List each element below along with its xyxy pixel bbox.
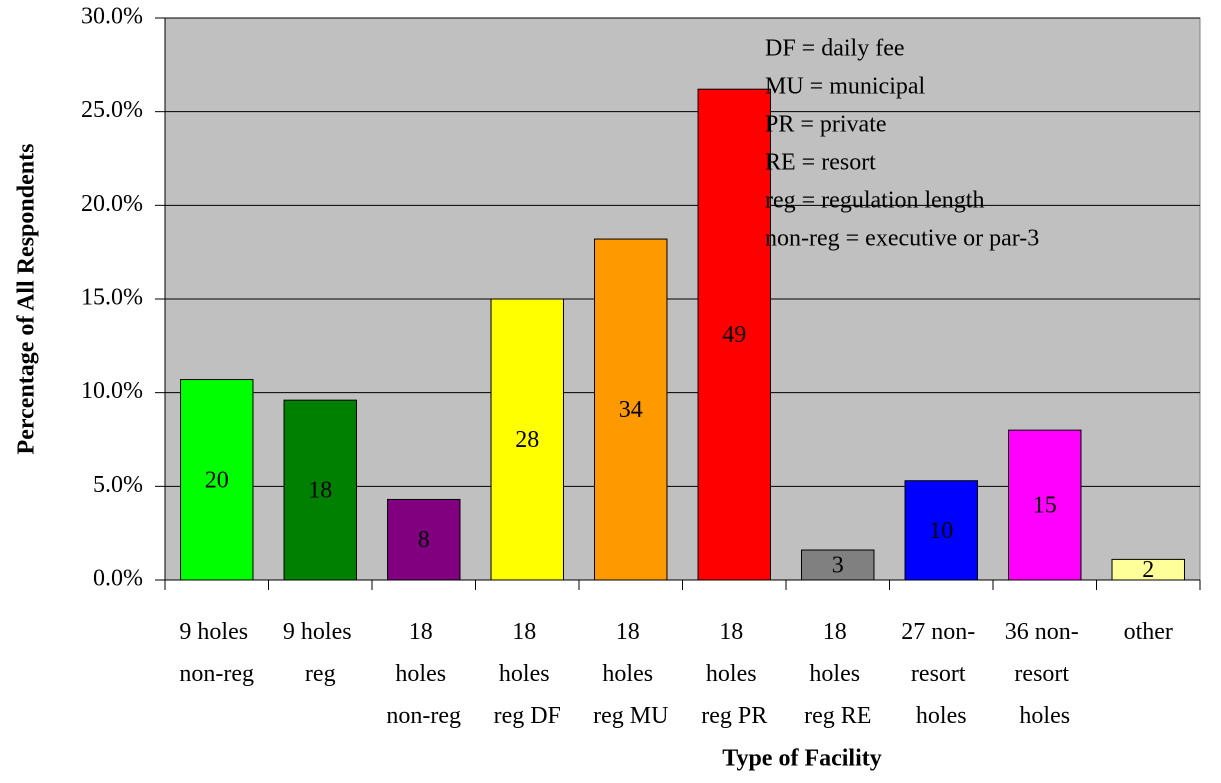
bar xyxy=(1008,429,1082,581)
annotation: non-reg = executive or par-3 xyxy=(765,226,1039,252)
data-label: 2 xyxy=(1142,557,1154,583)
data-label: 3 xyxy=(832,553,844,579)
x-tick-label: 18 holes reg RE xyxy=(804,619,871,729)
bar xyxy=(387,498,461,581)
data-label: 18 xyxy=(308,478,332,504)
annotation: MU = municipal xyxy=(765,74,926,100)
annotation: DF = daily fee xyxy=(765,36,905,62)
y-tick-label: 15.0% xyxy=(81,285,143,311)
y-tick-label: 25.0% xyxy=(81,97,143,123)
bar xyxy=(801,549,875,581)
x-tick-label: 36 non- resort holes xyxy=(1005,619,1085,729)
annotation: PR = private xyxy=(765,112,887,138)
data-label: 34 xyxy=(619,397,643,423)
bar xyxy=(180,379,254,581)
x-tick-label: other xyxy=(1124,619,1173,645)
bar xyxy=(1111,558,1185,581)
x-tick-label: 18 holes reg PR xyxy=(701,619,767,729)
data-label: 15 xyxy=(1033,493,1057,519)
data-label: 49 xyxy=(722,322,746,348)
y-tick-label: 10.0% xyxy=(81,378,143,404)
x-axis-title: Type of Facility xyxy=(722,746,882,772)
y-tick-label: 20.0% xyxy=(81,191,143,217)
y-tick-label: 5.0% xyxy=(93,472,143,498)
x-tick-label: 18 holes non-reg xyxy=(386,619,461,729)
x-tick-label: 18 holes reg DF xyxy=(494,619,561,729)
data-label: 20 xyxy=(205,467,229,493)
bar xyxy=(490,298,564,581)
x-tick-label: 27 non- resort holes xyxy=(901,619,981,729)
bar xyxy=(283,399,357,581)
x-tick-label: 9 holes non-reg xyxy=(179,619,254,687)
bar xyxy=(904,480,978,581)
data-label: 28 xyxy=(515,427,539,453)
y-tick-label: 0.0% xyxy=(93,566,143,592)
x-tick-label: 18 holes reg MU xyxy=(593,619,668,729)
data-label: 8 xyxy=(418,527,430,553)
bar xyxy=(594,238,668,581)
annotation: RE = resort xyxy=(765,150,876,176)
y-tick-label: 30.0% xyxy=(81,4,143,30)
annotation: reg = regulation length xyxy=(765,188,984,214)
bar xyxy=(697,88,771,581)
x-tick-label: 9 holes reg xyxy=(283,619,358,687)
data-label: 10 xyxy=(929,518,953,544)
y-axis-title: Percentage of All Respondents xyxy=(14,144,40,455)
